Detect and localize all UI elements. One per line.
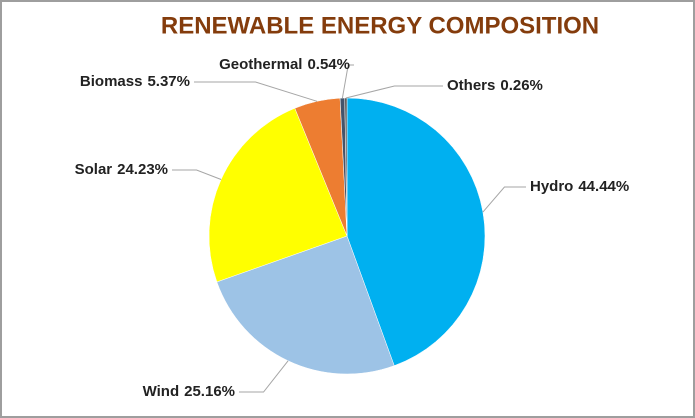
data-label: Hydro 44.44% — [530, 178, 629, 195]
chart-title: RENEWABLE ENERGY COMPOSITION — [161, 12, 599, 39]
value-label: 5.37% — [147, 73, 190, 90]
data-label: Others 0.26% — [447, 77, 543, 94]
pie-slice — [216, 235, 395, 375]
pie-slice — [346, 97, 486, 366]
data-label: Solar 24.23% — [75, 161, 168, 178]
leader-line — [172, 169, 222, 180]
leader-line — [482, 186, 526, 213]
pie — [208, 97, 486, 375]
labels: Hydro 44.44% Wind 25.16% Solar 24.23% Biomass 5… — [75, 56, 630, 400]
value-label: 25.16% — [184, 383, 235, 400]
leader-line — [345, 85, 443, 99]
value-label: 0.54% — [307, 56, 350, 73]
data-label: Geothermal 0.54% — [219, 56, 350, 73]
category-label: Wind — [143, 383, 180, 400]
category-label: Biomass — [80, 73, 143, 90]
value-label: 0.26% — [500, 77, 543, 94]
value-label: 24.23% — [117, 161, 168, 178]
leader-line — [341, 64, 354, 99]
category-label: Geothermal — [219, 56, 302, 73]
data-label: Wind 25.16% — [143, 383, 235, 400]
category-label: Hydro — [530, 178, 573, 195]
leader-line — [194, 81, 318, 102]
leader-line — [239, 360, 289, 393]
data-label: Biomass 5.37% — [80, 73, 190, 90]
value-label: 44.44% — [578, 178, 629, 195]
category-label: Others — [447, 77, 495, 94]
category-label: Solar — [75, 161, 113, 178]
